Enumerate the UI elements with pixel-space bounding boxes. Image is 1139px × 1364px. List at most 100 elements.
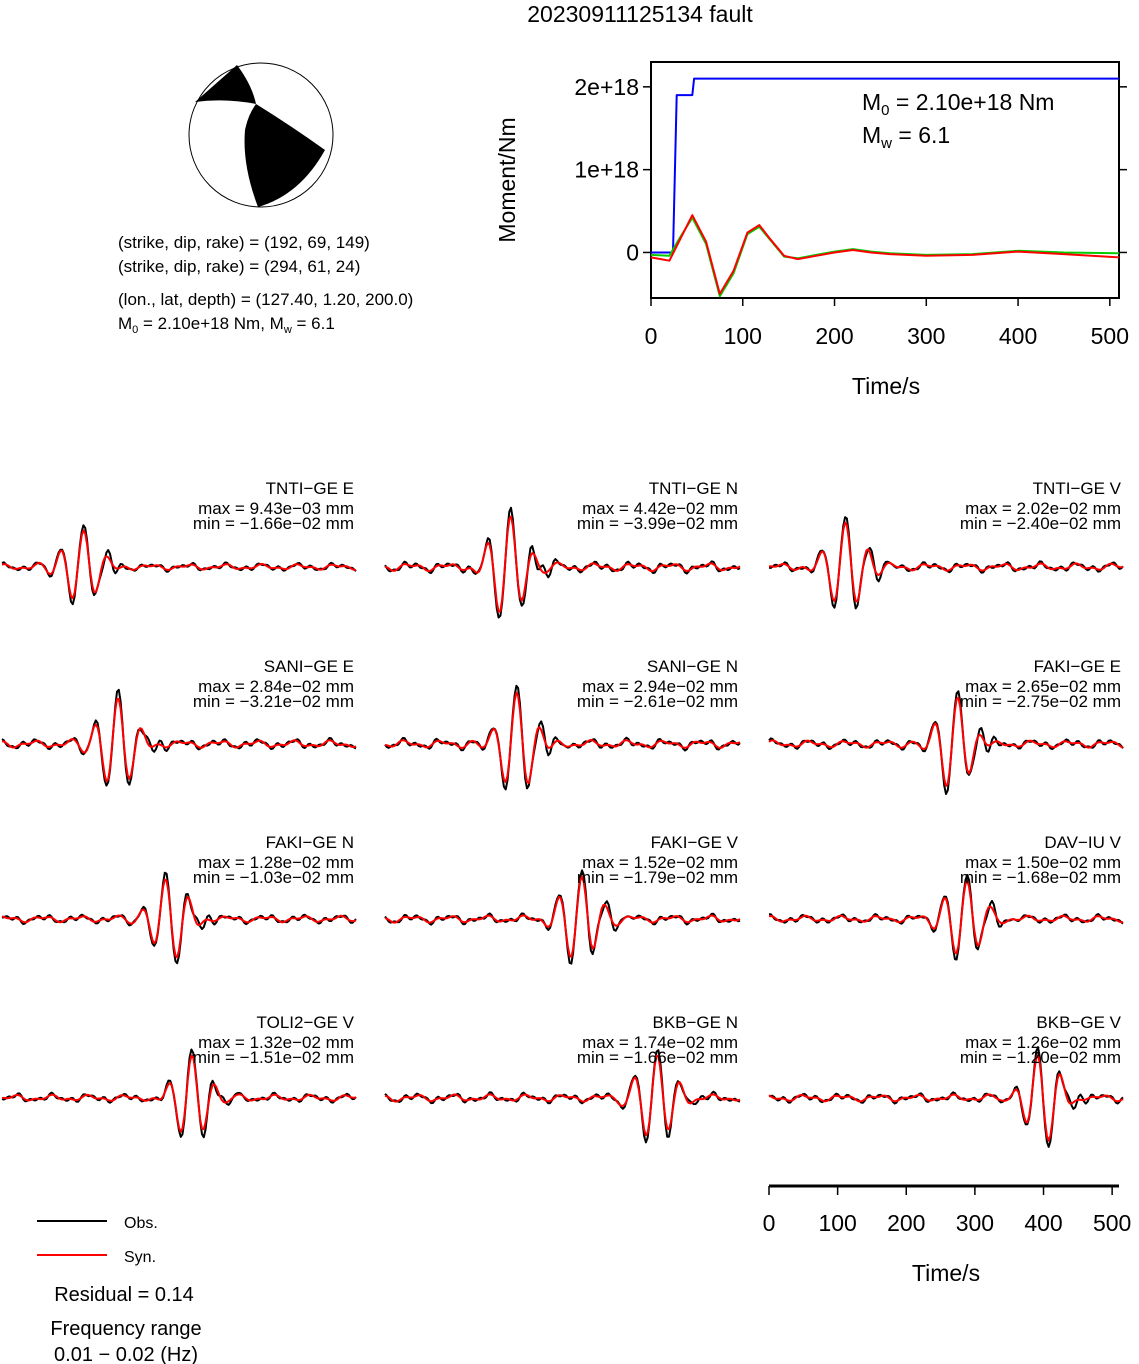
station-max: max = 1.74e−02 mm [582,1033,738,1052]
synthetic-trace [1,878,357,959]
legend: Obs. Syn. [37,1215,158,1266]
station-min: min = −2.61e−02 mm [577,692,738,711]
station-min: min = −2.75e−02 mm [960,692,1121,711]
mw-annotation: Mw = 6.1 [862,122,950,152]
station-min: min = −2.40e−02 mm [960,514,1121,533]
mechanism-line-4: M0 = 2.10e+18 Nm, Mw = 6.1 [118,314,335,336]
mechanism-line-1: (strike, dip, rake) = (192, 69, 149) [118,233,370,252]
bottom-xtick-label: 0 [763,1210,776,1236]
station-min: min = −3.21e−02 mm [193,692,354,711]
station-max: max = 2.65e−02 mm [965,677,1121,696]
synthetic-trace [384,691,741,784]
bottom-xtick-label: 100 [818,1210,856,1236]
frequency-range: 0.01 − 0.02 (Hz) [54,1344,198,1364]
station-max: max = 1.52e−02 mm [582,853,738,872]
mechanism-line-3: (lon., lat, depth) = (127.40, 1.20, 200.… [118,290,413,309]
residual-text: Residual = 0.14 [54,1284,194,1306]
moment-ytick-label: 0 [626,239,639,265]
synthetic-trace [1,1054,357,1133]
station-min: min = −1.20e−02 mm [960,1048,1121,1067]
station-max: max = 9.43e−03 mm [198,499,354,518]
station-min: min = −1.03e−02 mm [193,868,354,887]
bottom-xtick-label: 500 [1093,1210,1131,1236]
station-name: FAKI−GE E [1034,657,1121,676]
bottom-time-axis: 0 100 200 300 400 500 [763,1184,1131,1236]
m0-annotation: M0 = 2.10e+18 Nm [862,89,1054,119]
bottom-xtick-label: 200 [887,1210,925,1236]
station-min: min = −1.51e−02 mm [193,1048,354,1067]
synthetic-trace [384,1054,741,1137]
station-max: max = 1.26e−02 mm [965,1033,1121,1052]
moment-xtick-label: 300 [907,323,945,349]
station-max: max = 2.94e−02 mm [582,677,738,696]
bottom-xlabel: Time/s [912,1260,980,1286]
synthetic-trace [768,696,1124,787]
moment-frame [650,61,1120,299]
moment-xtick-label: 500 [1091,323,1129,349]
moment-series-line-2 [650,214,1120,295]
moment-series-line-1 [650,216,1120,298]
moment-ytick-label: 1e+18 [574,157,639,183]
figure-title: 20230911125134 fault [527,1,753,27]
station-name: BKB−GE V [1036,1013,1121,1032]
moment-ylabel: Moment/Nm [494,117,520,242]
station-max: max = 2.84e−02 mm [198,677,354,696]
moment-series [650,77,1120,298]
station-min: min = −1.66e−02 mm [193,514,354,533]
station-max: max = 4.42e−02 mm [582,499,738,518]
frequency-label: Frequency range [50,1318,201,1340]
legend-syn-label: Syn. [124,1249,156,1266]
moment-xtick-label: 200 [815,323,853,349]
station-name: SANI−GE N [647,657,738,676]
bottom-xtick-label: 400 [1024,1210,1062,1236]
station-min: min = −3.99e−02 mm [577,514,738,533]
moment-xtick-label: 100 [724,323,762,349]
station-name: TNTI−GE V [1033,479,1122,498]
station-name: FAKI−GE V [651,833,739,852]
beachball [188,62,334,208]
station-name: FAKI−GE N [266,833,354,852]
station-name: BKB−GE N [652,1013,738,1032]
station-name: DAV−IU V [1044,833,1121,852]
legend-obs-label: Obs. [124,1215,158,1232]
station-name: TNTI−GE E [266,479,354,498]
moment-axes: 0 100 200 300 400 500 2e+18 1e+18 0 [574,74,1129,349]
station-max: max = 1.50e−02 mm [965,853,1121,872]
synthetic-trace [768,521,1124,603]
station-min: min = −1.66e−02 mm [577,1048,738,1067]
station-max: max = 1.32e−02 mm [198,1033,354,1052]
station-name: SANI−GE E [264,657,354,676]
station-name: TOLI2−GE V [257,1013,355,1032]
synthetic-trace [384,515,741,613]
station-min: min = −1.79e−02 mm [577,868,738,887]
synthetic-trace [384,875,741,958]
bottom-xtick-label: 300 [956,1210,994,1236]
station-max: max = 2.02e−02 mm [965,499,1121,518]
moment-xtick-label: 400 [999,323,1037,349]
station-name: TNTI−GE N [649,479,738,498]
moment-panel: 0 100 200 300 400 500 2e+18 1e+18 0 M0 = 2.10e+1… [494,61,1129,399]
mechanism-line-2: (strike, dip, rake) = (294, 61, 24) [118,257,360,276]
moment-ytick-label: 2e+18 [574,74,639,100]
station-max: max = 1.28e−02 mm [198,853,354,872]
moment-xtick-label: 0 [645,323,658,349]
synthetic-trace [1,529,357,600]
synthetic-trace [768,1054,1124,1142]
synthetic-trace [1,697,357,783]
moment-series-line-0 [651,77,1119,254]
observed-trace [768,874,1124,961]
moment-xlabel: Time/s [852,373,920,399]
